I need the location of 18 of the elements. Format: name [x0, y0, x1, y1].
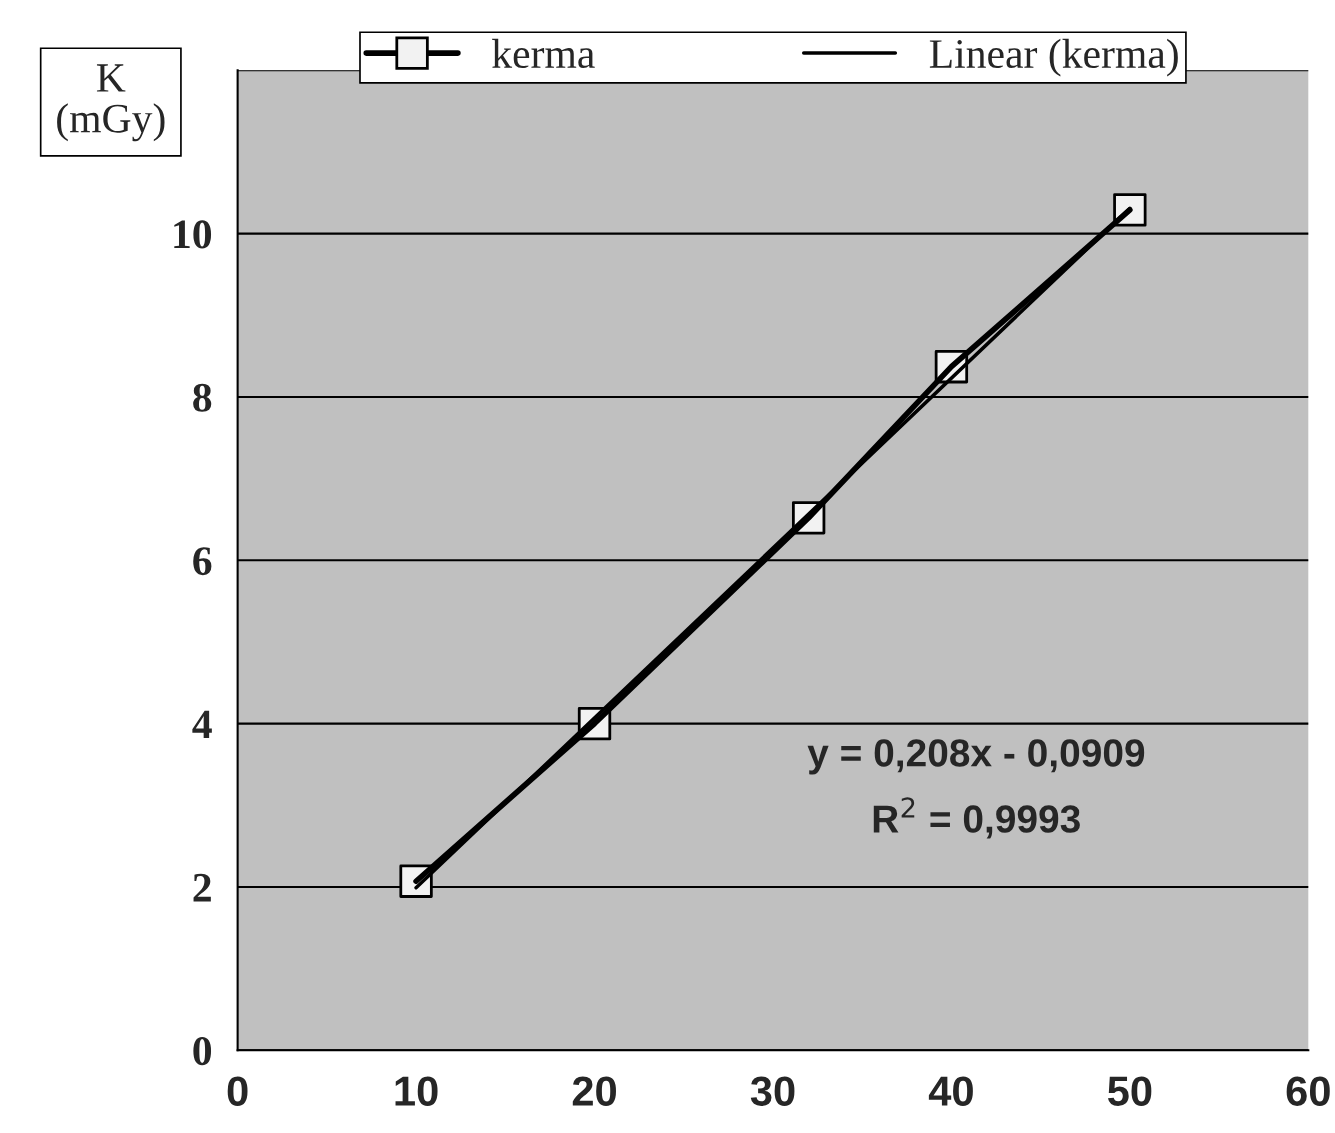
- x-tick-label: 60: [1286, 1076, 1330, 1106]
- x-tick-label: 20: [572, 1076, 616, 1106]
- y-tick-label: 6: [193, 547, 212, 576]
- y-tick-label: 4: [192, 710, 212, 739]
- x-tick-label: 30: [750, 1076, 795, 1106]
- x-tick-label: 10: [395, 1076, 438, 1106]
- y-axis-title: K (mGy): [57, 64, 165, 142]
- x-tick-label: 40: [928, 1076, 973, 1106]
- y-tick-label: 0: [193, 1037, 212, 1066]
- annotation: y = 0,208x - 0,0909: [807, 739, 1145, 775]
- annotation: R$^{2}$ = 0,9993: [873, 797, 1080, 839]
- legend-label: kerma: [492, 38, 595, 69]
- y-tick-label: 2: [193, 873, 211, 902]
- y-tick-label: 10: [174, 220, 212, 249]
- legend-label: Linear (kerma): [929, 38, 1178, 77]
- y-tick-label: 8: [193, 383, 212, 412]
- x-tick-label: 0: [227, 1076, 248, 1106]
- x-tick-label: 50: [1107, 1076, 1152, 1106]
